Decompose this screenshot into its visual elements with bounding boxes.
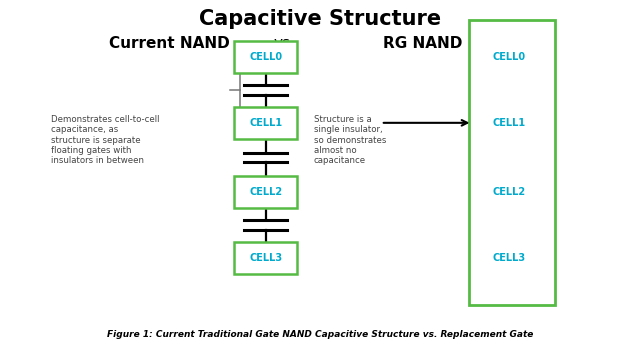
Text: CELL2: CELL2 <box>492 187 525 197</box>
Text: CELL2: CELL2 <box>249 187 282 197</box>
Text: Current NAND: Current NAND <box>109 36 230 51</box>
Text: CELL1: CELL1 <box>249 118 282 128</box>
Text: Demonstrates cell-to-cell
capacitance, as
structure is separate
floating gates w: Demonstrates cell-to-cell capacitance, a… <box>51 115 160 165</box>
FancyBboxPatch shape <box>234 107 298 139</box>
Text: Figure 1: Current Traditional Gate NAND Capacitive Structure vs. Replacement Gat: Figure 1: Current Traditional Gate NAND … <box>107 330 533 339</box>
Text: CELL0: CELL0 <box>249 52 282 62</box>
Text: RG NAND: RG NAND <box>383 36 462 51</box>
Text: Capacitive Structure: Capacitive Structure <box>199 9 441 29</box>
FancyBboxPatch shape <box>234 41 298 73</box>
FancyBboxPatch shape <box>234 176 298 208</box>
FancyBboxPatch shape <box>234 242 298 274</box>
Text: CELL3: CELL3 <box>249 253 282 263</box>
Text: CELL1: CELL1 <box>492 118 525 128</box>
Text: vs: vs <box>273 36 290 51</box>
Text: CELL3: CELL3 <box>492 253 525 263</box>
Text: Structure is a
single insulator,
so demonstrates
almost no
capacitance: Structure is a single insulator, so demo… <box>314 115 386 165</box>
Text: CELL0: CELL0 <box>492 52 525 62</box>
FancyBboxPatch shape <box>469 20 555 305</box>
